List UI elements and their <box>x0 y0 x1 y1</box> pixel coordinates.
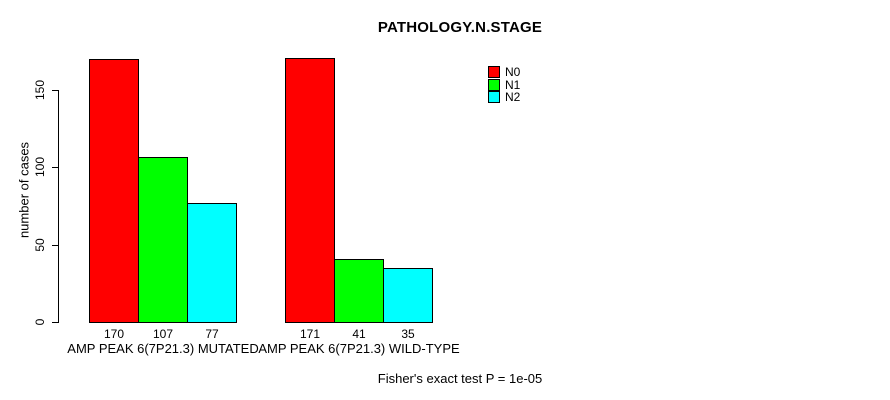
legend-item: N0 <box>488 65 521 80</box>
bar-value-label: 77 <box>205 327 219 341</box>
bar-value-label: 170 <box>103 327 125 341</box>
group-label: AMP PEAK 6(7P21.3) WILD-TYPE <box>258 341 460 356</box>
bar <box>334 259 384 323</box>
legend-label: N1 <box>505 77 521 92</box>
legend-swatch <box>488 78 500 91</box>
footer-note: Fisher's exact test P = 1e-05 <box>377 371 543 386</box>
y-axis-label: number of cases <box>16 141 32 239</box>
legend-item: N1 <box>488 77 521 92</box>
group-label: AMP PEAK 6(7P21.3) MUTATED <box>67 341 259 356</box>
chart-title: PATHOLOGY.N.STAGE <box>377 19 543 36</box>
bar <box>89 59 139 323</box>
y-axis-tick-label: 0 <box>33 318 47 326</box>
y-axis-tick <box>52 167 59 169</box>
bar <box>138 157 188 323</box>
bar <box>187 203 237 323</box>
y-axis-tick-label: 100 <box>33 157 47 178</box>
y-axis-tick-label: 50 <box>33 237 47 252</box>
legend: N0 N1 N2 <box>488 66 520 103</box>
legend-swatch <box>488 90 500 103</box>
y-axis-tick <box>52 90 59 91</box>
bar-value-label: 35 <box>401 327 415 341</box>
bar-value-label: 107 <box>152 327 174 341</box>
bar-value-label: 171 <box>299 327 321 341</box>
legend-label: N2 <box>505 89 521 104</box>
bar-value-label: 41 <box>352 327 366 341</box>
bar <box>383 268 433 323</box>
legend-item: N2 <box>488 89 521 104</box>
legend-label: N0 <box>505 65 521 80</box>
y-axis-tick <box>52 244 59 246</box>
legend-swatch <box>488 66 500 79</box>
bar <box>285 58 335 323</box>
y-axis-line <box>58 90 59 323</box>
y-axis-tick <box>52 322 59 323</box>
y-axis-tick-label: 150 <box>33 79 47 101</box>
